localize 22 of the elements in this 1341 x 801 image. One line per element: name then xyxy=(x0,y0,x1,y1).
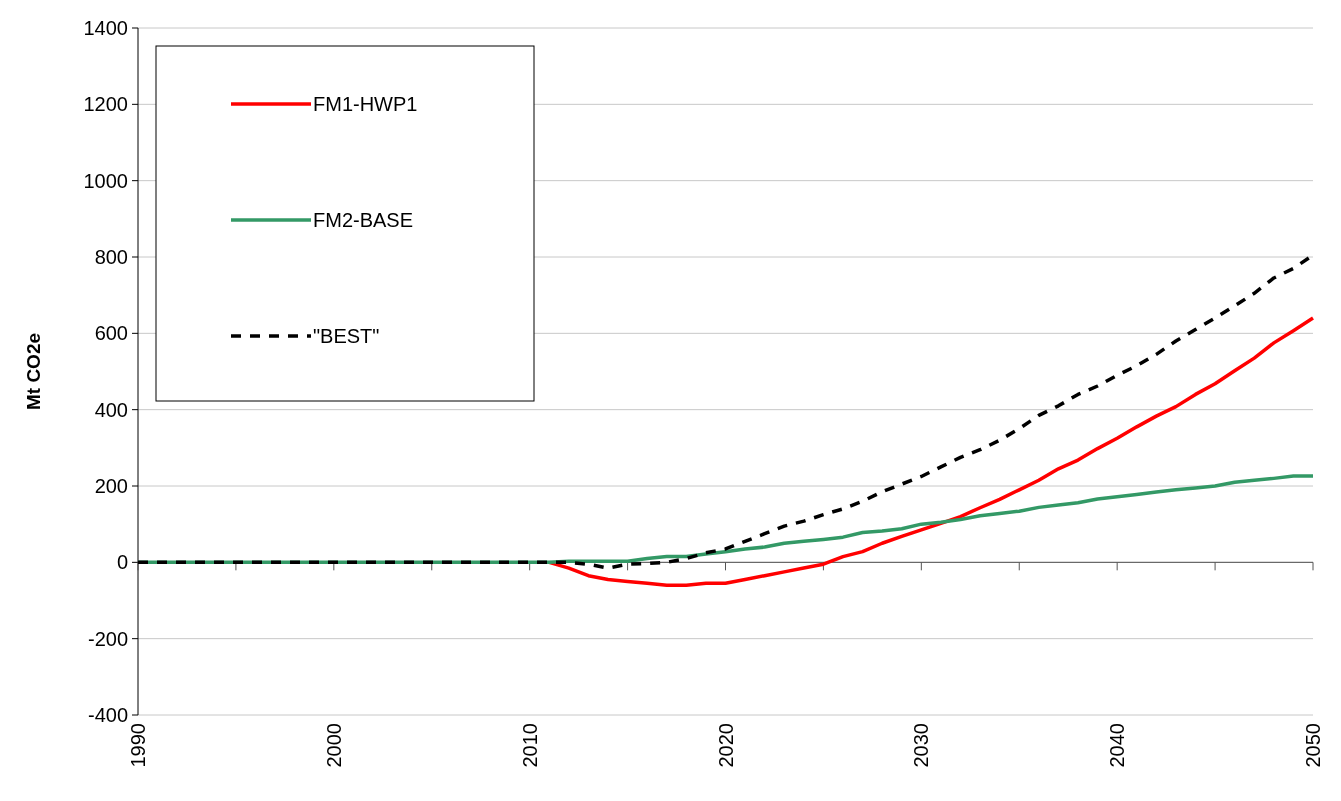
y-tick-label: 1400 xyxy=(83,17,128,39)
y-tick-label: -400 xyxy=(87,704,128,726)
y-tick-label: 600 xyxy=(94,322,128,345)
line-series xyxy=(547,316,1315,587)
y-tick-label: -200 xyxy=(87,627,128,650)
y-tick-label: 800 xyxy=(94,246,128,268)
x-tick-label: 2050 xyxy=(1302,723,1324,768)
x-tick-label: 2030 xyxy=(910,723,933,768)
x-tick-label: 2000 xyxy=(322,723,345,768)
x-tick-label: 2020 xyxy=(714,723,737,768)
legend-label: "BEST" xyxy=(313,325,380,347)
legend-label: FM2-BASE xyxy=(313,209,414,231)
x-tick-label: 2040 xyxy=(1106,723,1129,768)
y-tick-label: 0 xyxy=(116,551,128,574)
y-tick-label: 1000 xyxy=(83,169,128,192)
y-tick-label: 200 xyxy=(94,475,128,497)
y-tick-label: 1200 xyxy=(83,93,128,116)
y-axis-title: Mt CO2e xyxy=(23,332,44,411)
y-tick-label: 400 xyxy=(94,398,128,421)
x-tick-label: 2010 xyxy=(518,723,541,768)
x-tick-label: 1990 xyxy=(127,723,149,768)
legend-label: FM1-HWP1 xyxy=(313,93,418,115)
